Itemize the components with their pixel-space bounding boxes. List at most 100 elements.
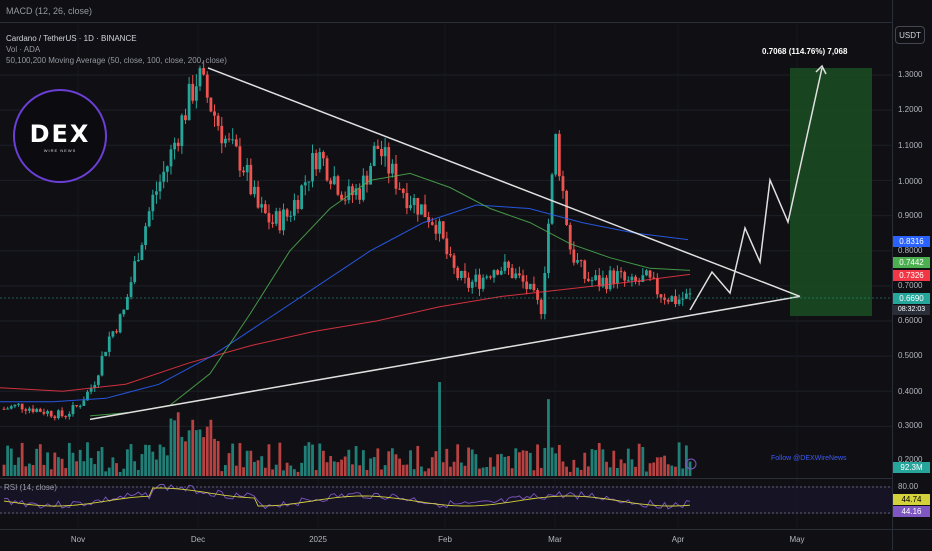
- volume-bar: [401, 464, 405, 476]
- volume-bar: [28, 463, 31, 476]
- candle-body: [612, 270, 616, 284]
- volume-bar: [637, 443, 641, 476]
- candle-body: [53, 416, 57, 419]
- volume-bar: [256, 460, 260, 476]
- volume-bar: [24, 466, 28, 476]
- ma200-line: [0, 273, 691, 392]
- volume-bar: [86, 442, 89, 476]
- time-axis[interactable]: [0, 529, 932, 551]
- candle-body: [619, 271, 623, 273]
- candle-body: [499, 270, 503, 275]
- candle-body: [438, 221, 441, 234]
- volume-bar: [623, 463, 627, 476]
- candle-body: [107, 336, 111, 352]
- candle-body: [641, 275, 645, 282]
- candle-body: [630, 276, 634, 281]
- volume-bar: [67, 442, 71, 476]
- candle-body: [478, 274, 481, 289]
- volume-bar: [409, 450, 412, 476]
- candle-body: [532, 283, 536, 291]
- volume-bar: [565, 466, 568, 476]
- candle-body: [430, 222, 434, 225]
- candle-body: [528, 283, 532, 290]
- rsi-label[interactable]: RSI (14, close): [4, 483, 57, 492]
- macd-label[interactable]: MACD (12, 26, close): [6, 6, 93, 16]
- candle-body: [209, 97, 213, 112]
- candle-body: [20, 403, 24, 410]
- candle-body: [572, 249, 576, 263]
- candle-body: [561, 176, 565, 191]
- volume-bar: [57, 457, 60, 476]
- candle-body: [9, 406, 13, 409]
- volume-bar: [6, 445, 10, 476]
- candle-body: [434, 224, 438, 234]
- candle-body: [329, 180, 333, 185]
- volume-label[interactable]: Vol · ADA: [6, 45, 41, 54]
- candle-body: [590, 280, 594, 282]
- candle-body: [441, 221, 445, 239]
- volume-bar: [144, 444, 147, 476]
- candle-body: [390, 163, 394, 174]
- rsi-tick-label: 80.00: [898, 482, 919, 491]
- volume-bar: [674, 466, 677, 476]
- volume-bar: [488, 457, 492, 476]
- volume-bar: [510, 468, 514, 476]
- candle-body: [666, 299, 670, 302]
- volume-bar: [554, 453, 558, 476]
- candle-body: [554, 133, 558, 175]
- volume-bar: [307, 442, 311, 476]
- currency-button[interactable]: USDT: [895, 26, 925, 44]
- volume-bar: [670, 465, 674, 476]
- candle-body: [100, 355, 104, 376]
- candle-body: [420, 204, 423, 215]
- moving-average-label[interactable]: 50,100,200 Moving Average (50, close, 10…: [6, 56, 227, 65]
- volume-bar: [525, 450, 529, 476]
- candle-body: [202, 68, 206, 75]
- volume-bar: [557, 444, 561, 476]
- price-axis[interactable]: [892, 0, 932, 550]
- candle-body: [452, 255, 456, 268]
- volume-bar: [423, 471, 427, 476]
- price-badge: 0.6690: [893, 293, 930, 304]
- candle-body: [151, 194, 155, 212]
- volume-bar: [336, 462, 340, 476]
- candle-body: [64, 416, 68, 418]
- volume-bar: [140, 453, 144, 476]
- volume-bar: [42, 464, 46, 476]
- candle-body: [576, 260, 579, 263]
- volume-bar: [9, 448, 13, 476]
- volume-bar: [420, 466, 423, 476]
- candle-body: [507, 261, 510, 268]
- volume-bar: [17, 457, 20, 476]
- volume-bar: [630, 459, 634, 476]
- candle-body: [358, 188, 362, 200]
- candle-body: [216, 115, 220, 126]
- volume-bar: [285, 462, 289, 476]
- volume-bar: [151, 451, 155, 476]
- candle-body: [351, 186, 354, 196]
- time-label: Feb: [438, 535, 452, 544]
- candle-body: [601, 277, 605, 287]
- candle-body: [481, 277, 485, 289]
- volume-bar: [536, 444, 539, 476]
- candle-body: [372, 145, 376, 166]
- chart-legend: Cardano / TetherUS · 1D · BINANCE Vol · …: [6, 33, 227, 66]
- candle-body: [38, 409, 42, 412]
- symbol-title[interactable]: Cardano / TetherUS · 1D · BINANCE: [6, 34, 137, 43]
- candle-body: [670, 296, 674, 302]
- candle-body: [115, 331, 118, 333]
- candle-body: [343, 199, 347, 201]
- candle-body: [191, 83, 195, 101]
- candle-body: [387, 147, 391, 174]
- volume-bar: [645, 471, 648, 476]
- price-tick-label: 0.5000: [898, 351, 923, 360]
- candle-body: [46, 411, 49, 414]
- candle-body: [525, 281, 529, 290]
- candle-body: [314, 153, 318, 170]
- volume-bar: [325, 462, 329, 476]
- candle-body: [31, 408, 35, 412]
- candle-body: [550, 174, 554, 224]
- volume-bar: [147, 445, 151, 476]
- candle-body: [165, 166, 169, 172]
